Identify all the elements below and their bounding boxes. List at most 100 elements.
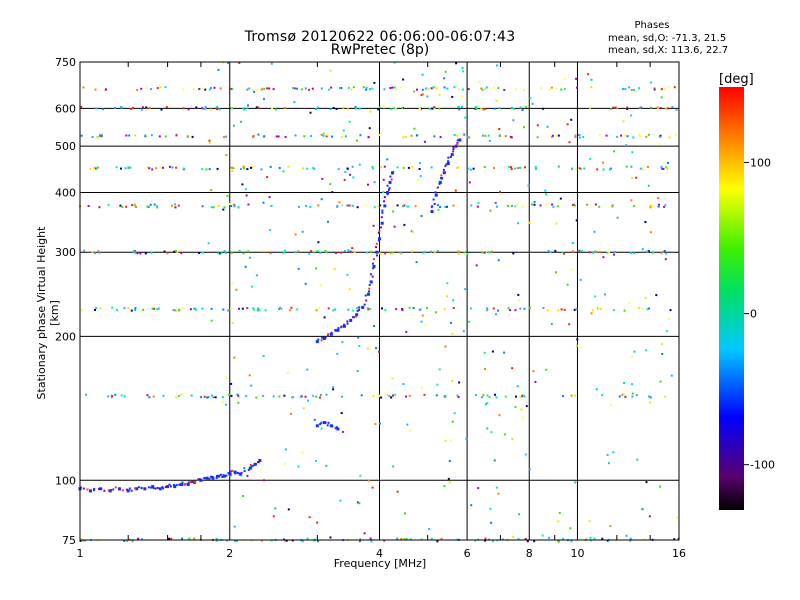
noise-dot xyxy=(438,107,441,110)
noise-dot xyxy=(235,540,238,543)
noise-dot xyxy=(660,165,663,168)
noise-dot xyxy=(649,106,652,109)
noise-dot xyxy=(353,252,356,255)
noise-dot xyxy=(480,87,483,90)
noise-dot xyxy=(208,141,211,144)
trace-point xyxy=(456,143,459,145)
noise-dot xyxy=(402,78,405,81)
noise-dot xyxy=(664,108,667,111)
noise-dot xyxy=(641,508,644,511)
trace-point xyxy=(388,187,391,190)
noise-dot xyxy=(146,166,149,169)
trace-point xyxy=(358,308,360,311)
noise-dot xyxy=(448,481,451,484)
noise-dot xyxy=(252,136,254,139)
noise-dot xyxy=(435,87,438,90)
noise-dot xyxy=(110,396,113,399)
noise-dot xyxy=(178,308,181,311)
noise-dot xyxy=(350,88,353,91)
y-tick-label: 750 xyxy=(55,56,76,69)
noise-dot xyxy=(673,538,676,541)
noise-dot xyxy=(647,250,650,253)
noise-dot xyxy=(248,87,251,90)
noise-dot xyxy=(119,204,122,207)
noise-dot xyxy=(628,302,631,305)
noise-dot xyxy=(541,534,544,537)
noise-dot xyxy=(230,307,232,310)
noise-dot xyxy=(393,86,396,89)
noise-dot xyxy=(497,309,499,312)
noise-dot xyxy=(334,308,337,311)
noise-dot xyxy=(630,165,633,168)
noise-dot xyxy=(546,125,549,128)
noise-dot xyxy=(140,87,143,90)
noise-dot xyxy=(644,221,647,223)
trace-point xyxy=(197,478,200,481)
trace-point xyxy=(144,487,147,490)
noise-dot xyxy=(231,106,234,108)
noise-dot xyxy=(626,135,629,138)
noise-dot xyxy=(433,106,436,109)
noise-dot xyxy=(630,114,632,117)
noise-dot xyxy=(401,106,404,109)
noise-dot xyxy=(136,89,139,91)
noise-dot xyxy=(210,87,212,89)
trace-point xyxy=(336,328,340,332)
noise-dot xyxy=(233,540,236,543)
noise-dot xyxy=(226,194,229,197)
noise-dot xyxy=(625,165,628,168)
noise-dot xyxy=(235,288,238,291)
noise-dot xyxy=(631,151,634,154)
noise-dot xyxy=(510,166,512,169)
noise-dot xyxy=(493,107,496,110)
noise-dot xyxy=(313,418,316,421)
trace-point xyxy=(100,488,103,490)
noise-dot xyxy=(523,538,526,541)
noise-dot xyxy=(208,88,211,91)
noise-dot xyxy=(662,250,665,253)
noise-dot xyxy=(558,511,561,514)
noise-dot xyxy=(121,206,124,208)
noise-dot xyxy=(263,87,266,90)
noise-dot xyxy=(348,204,351,207)
noise-dot xyxy=(283,462,286,465)
noise-dot xyxy=(485,86,488,89)
noise-dot xyxy=(629,537,632,540)
noise-dot xyxy=(452,307,455,309)
noise-dot xyxy=(497,87,500,90)
noise-dot xyxy=(80,309,83,312)
noise-dot xyxy=(365,87,368,89)
noise-dot xyxy=(616,135,619,138)
noise-dot xyxy=(659,380,662,383)
noise-dot xyxy=(341,135,344,138)
trace-point xyxy=(150,486,153,489)
noise-dot xyxy=(308,88,310,91)
noise-dot xyxy=(660,96,663,99)
noise-dot xyxy=(572,250,574,253)
trace-point xyxy=(329,424,333,428)
noise-dot xyxy=(221,401,224,404)
noise-dot xyxy=(482,108,485,111)
noise-dot xyxy=(329,69,332,72)
trace-point xyxy=(319,423,322,426)
noise-dot xyxy=(356,501,359,504)
noise-dot xyxy=(492,86,495,89)
noise-dot xyxy=(141,106,144,109)
noise-dot xyxy=(130,309,133,312)
noise-dot xyxy=(463,251,466,254)
noise-dot xyxy=(428,528,431,531)
noise-dot xyxy=(337,168,340,171)
noise-dot xyxy=(158,135,161,138)
noise-dot xyxy=(521,205,524,208)
noise-dot xyxy=(495,313,497,316)
trace-point xyxy=(334,427,337,430)
noise-dot xyxy=(132,250,135,253)
noise-dot xyxy=(246,474,249,477)
noise-dot xyxy=(444,70,447,73)
noise-dot xyxy=(514,309,517,312)
noise-dot xyxy=(159,86,162,89)
trace-point xyxy=(327,421,330,424)
noise-dot xyxy=(263,135,266,138)
noise-dot xyxy=(302,407,305,410)
trace-point xyxy=(236,471,239,474)
